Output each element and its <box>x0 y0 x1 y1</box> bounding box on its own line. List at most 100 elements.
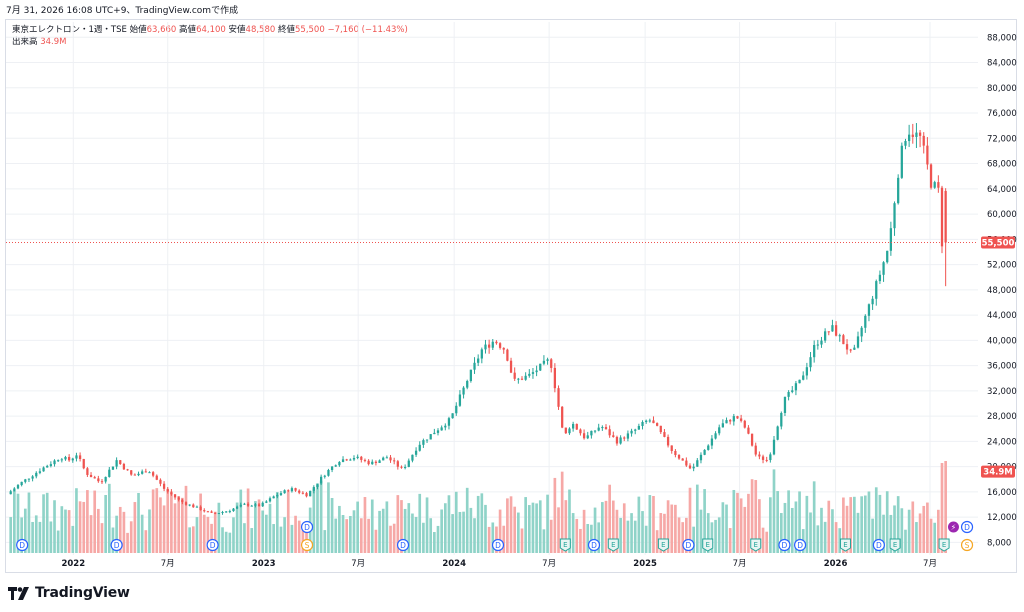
candle-body <box>232 508 235 512</box>
volume-bar <box>316 484 319 553</box>
y-tick-label: 8,000 <box>987 538 1011 548</box>
volume-bar <box>743 506 747 553</box>
volume-bar <box>327 482 330 553</box>
tradingview-logo-icon <box>8 586 29 600</box>
candle-body <box>78 455 82 459</box>
volume-bar <box>162 505 166 553</box>
volume-bar <box>659 513 663 553</box>
volume-bar <box>370 499 374 553</box>
candle-body <box>663 432 666 437</box>
volume-bar <box>458 511 462 553</box>
candle-body <box>842 335 845 345</box>
volume-bar <box>863 495 867 553</box>
earnings-flag-shape <box>657 538 669 552</box>
marker-letter: D <box>304 523 310 532</box>
volume-bar <box>407 503 411 553</box>
volume-bar <box>454 491 458 553</box>
candle-body <box>126 469 129 471</box>
candle-body <box>612 435 615 437</box>
candle-body <box>535 370 538 373</box>
candle-body <box>542 360 546 364</box>
volume-bar <box>45 492 49 553</box>
candle-body <box>195 506 199 508</box>
event-dividend-marker: D <box>16 538 29 552</box>
candle-body <box>875 281 878 299</box>
candle-body <box>246 503 250 506</box>
candle-body <box>886 250 889 263</box>
volume-bar <box>527 505 531 553</box>
candle-body <box>692 466 695 469</box>
volume-bar <box>159 497 162 553</box>
volume-bar <box>107 483 111 553</box>
volume-bar <box>582 509 586 553</box>
volume-bar <box>685 517 688 553</box>
volume-bar <box>148 509 151 553</box>
candle-body <box>864 315 867 328</box>
volume-bar <box>648 495 652 553</box>
volume-bar <box>257 499 261 553</box>
candle-body <box>89 474 93 478</box>
candle-body <box>422 440 425 445</box>
volume-bar <box>732 489 736 553</box>
volume-bar <box>622 503 626 553</box>
candle-body <box>805 367 809 376</box>
candle-body <box>604 427 608 430</box>
marker-circle <box>206 538 219 552</box>
candle-body <box>210 511 213 513</box>
volume-bar <box>356 501 359 553</box>
volume-bar <box>78 501 82 553</box>
candle-body <box>546 359 549 361</box>
candle-body <box>780 412 783 427</box>
volume-bar <box>823 521 827 553</box>
candle-body <box>411 454 414 461</box>
candle-body <box>761 456 765 460</box>
candle-body <box>345 459 348 461</box>
low-label: 安値 <box>228 25 246 35</box>
volume-bar <box>411 513 414 553</box>
earnings-flag-letter: E <box>843 541 847 549</box>
candle-body <box>166 488 169 492</box>
candle-body <box>856 336 860 348</box>
earnings-flag-shape <box>750 538 762 552</box>
tradingview-logo[interactable]: TradingView <box>8 582 130 604</box>
y-tick-label: 64,000 <box>987 185 1017 195</box>
volume-bar <box>374 529 378 553</box>
volume-bar <box>67 510 71 553</box>
volume-bar <box>82 501 86 553</box>
candle-body <box>615 436 619 444</box>
volume-bar <box>542 529 546 553</box>
candle-body <box>265 501 268 503</box>
candle-body <box>458 394 462 406</box>
volume-bar <box>261 510 265 553</box>
candle-body <box>254 504 257 506</box>
open-label: 始値 <box>129 25 147 35</box>
volume-bar <box>812 481 816 553</box>
candle-body <box>455 405 458 414</box>
candle-body <box>681 458 684 461</box>
volume-bar <box>389 525 392 553</box>
volume-bar <box>195 517 199 553</box>
volume-bar <box>692 526 695 553</box>
volume-bar <box>418 493 422 553</box>
candle-body <box>487 344 491 348</box>
candle-body <box>294 488 297 491</box>
volume-bar <box>831 509 834 553</box>
symbol-title: 東京エレクトロン・1週・TSE <box>12 25 127 35</box>
volume-bar <box>893 505 896 553</box>
volume-bar <box>173 503 177 553</box>
x-tick-label: 2023 <box>252 559 276 569</box>
news-flash-glyph: ⚡ <box>951 523 957 532</box>
candle-body <box>871 298 874 305</box>
candle-body <box>473 362 476 370</box>
candle-body <box>918 132 922 136</box>
candle-body <box>97 478 100 482</box>
volume-bar <box>487 526 491 553</box>
candle-body <box>787 391 790 397</box>
volume-bar <box>290 524 294 553</box>
candle-body <box>214 512 217 514</box>
volume-bar <box>517 512 520 553</box>
candle-body <box>206 511 210 513</box>
candle-body <box>900 145 903 178</box>
candle-body <box>261 502 264 507</box>
